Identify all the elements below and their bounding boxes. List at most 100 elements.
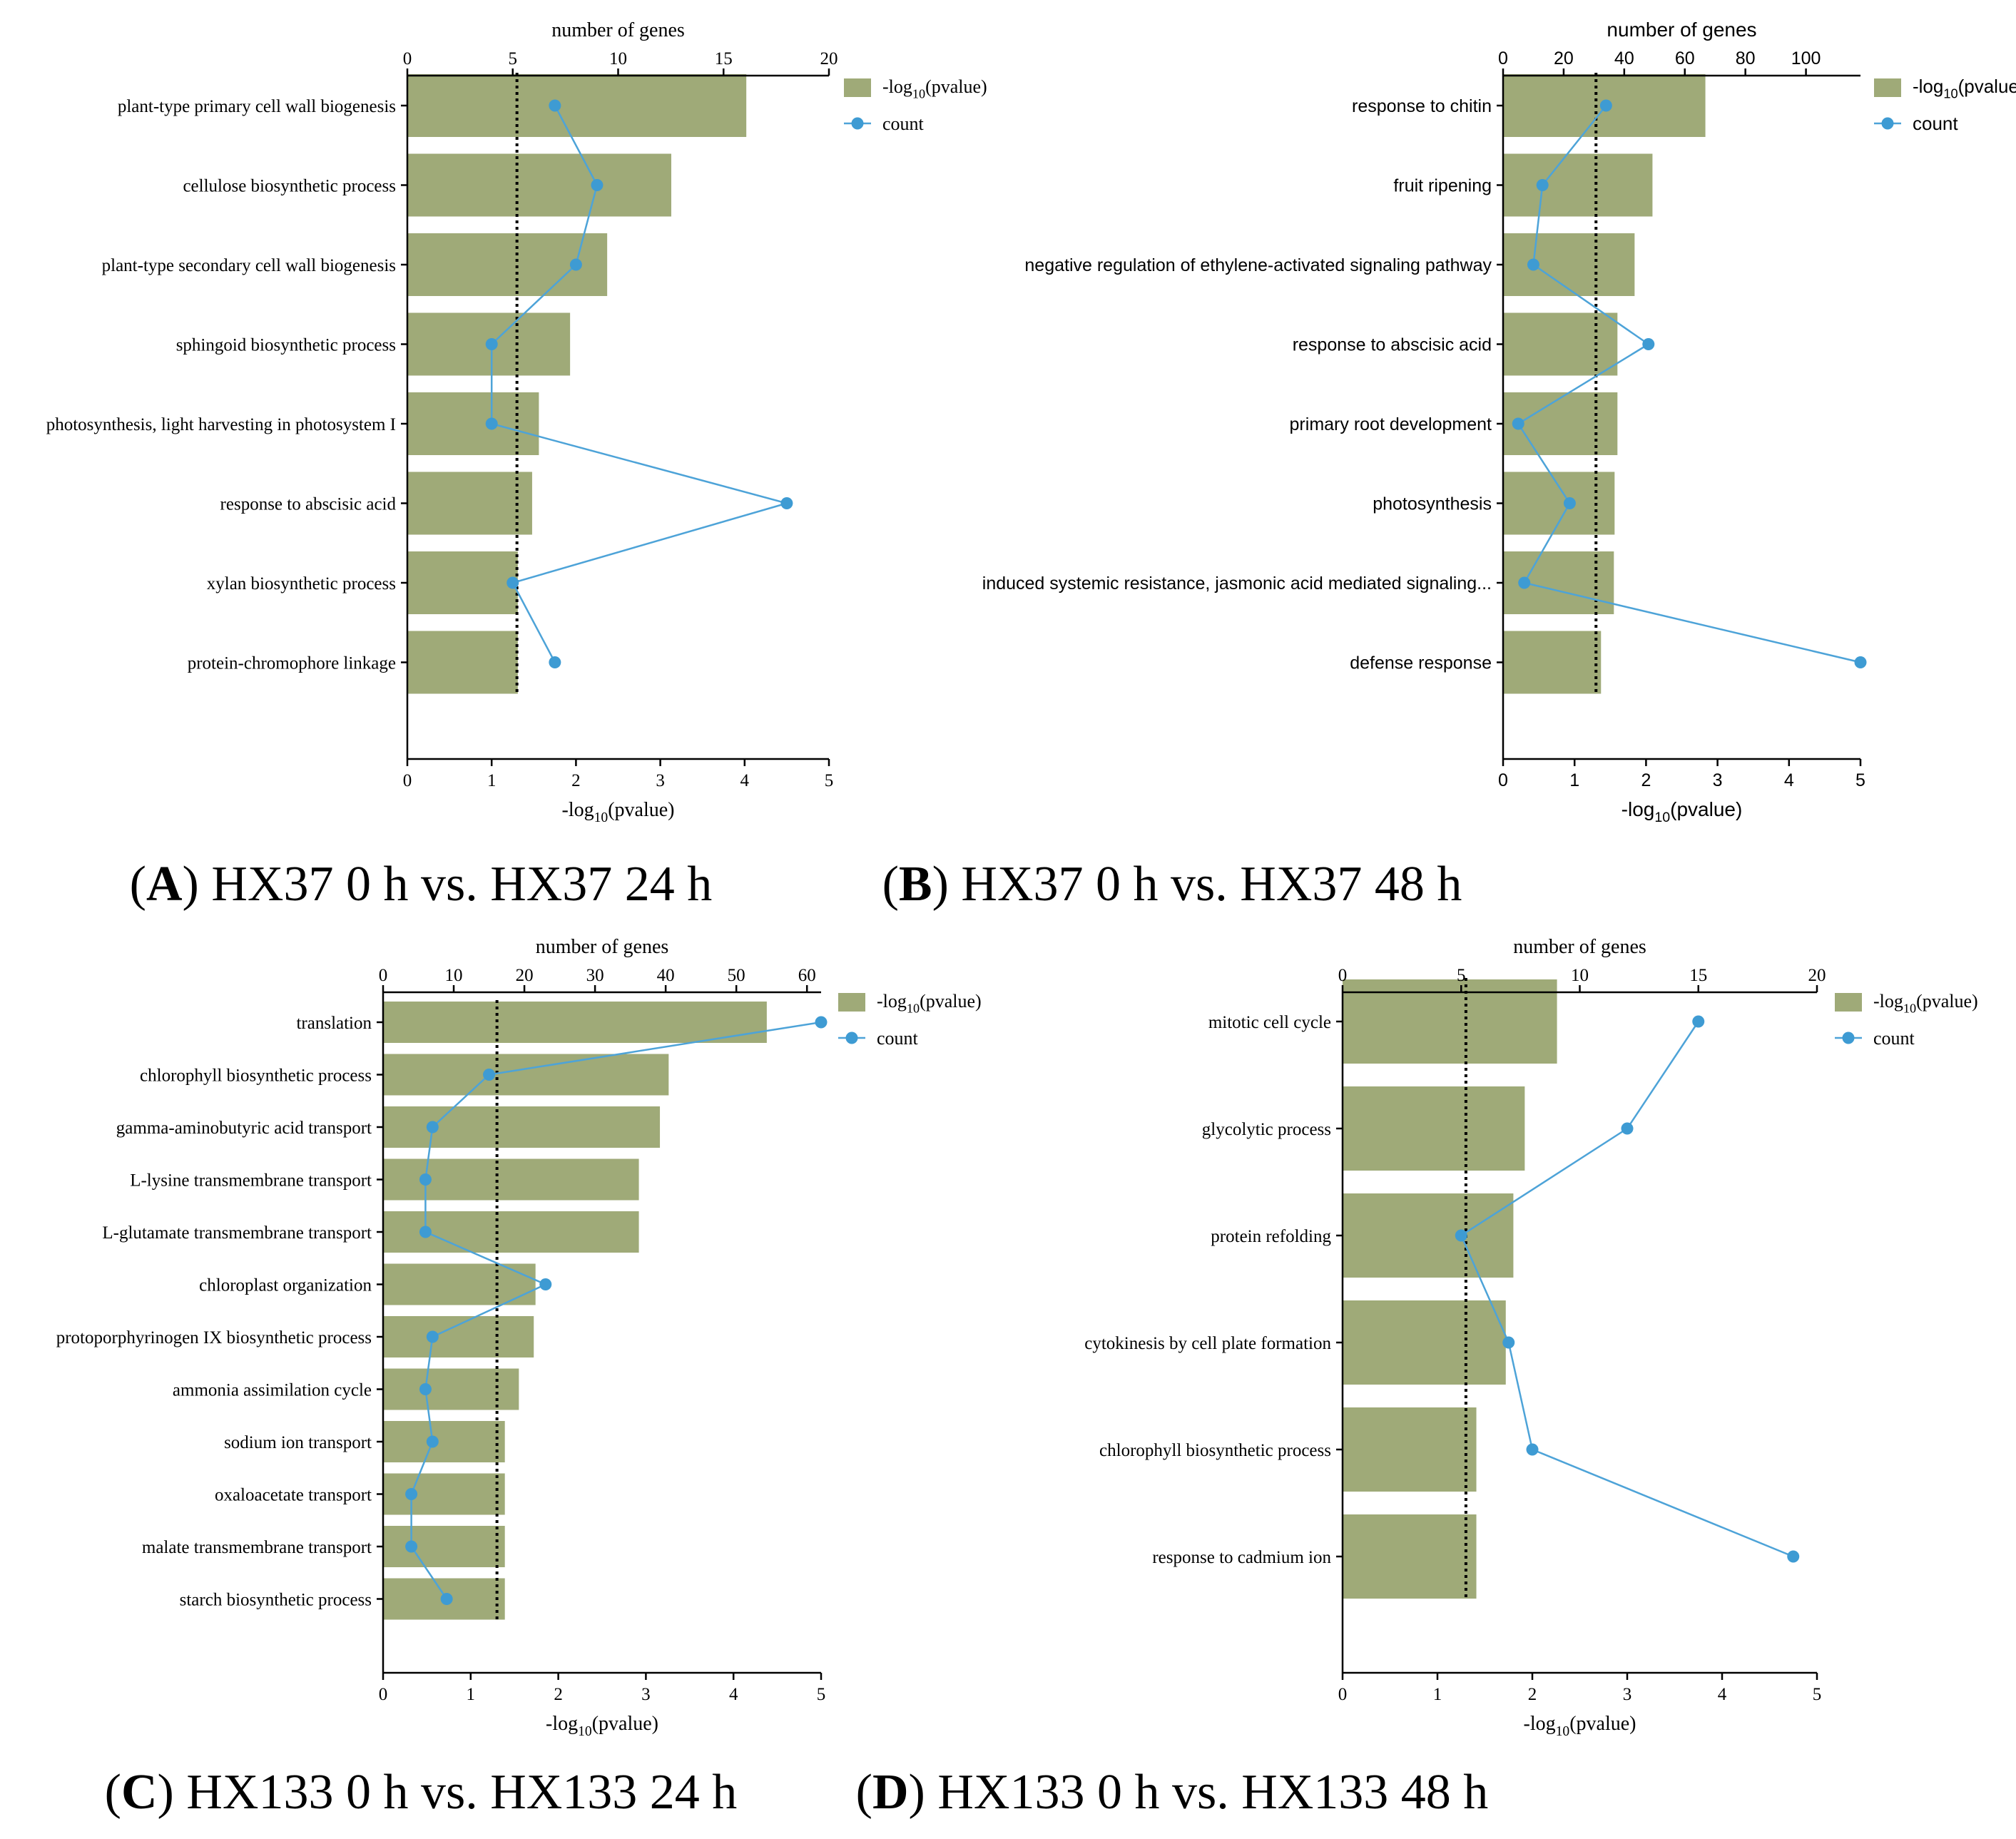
top-tick-label-20: 20: [516, 966, 534, 985]
top-tick-label-15: 15: [1689, 966, 1707, 985]
top-tick-label-60: 60: [1675, 49, 1695, 68]
category-label-5: photosynthesis, light harvesting in phot…: [46, 415, 396, 434]
bar-1: [1343, 979, 1557, 1064]
category-label-3: gamma-aminobutyric acid transport: [116, 1119, 372, 1138]
count-line: [1517, 105, 1861, 663]
category-label-2: fruit ripening: [1393, 176, 1492, 196]
count-point-1: [1599, 99, 1612, 112]
category-label-6: response to cadmium ion: [1152, 1548, 1331, 1567]
legend-pvalue-label-suffix: (pvalue): [1958, 76, 2016, 97]
caption-open-paren: (: [856, 1765, 872, 1820]
category-label-2: glycolytic process: [1202, 1120, 1331, 1139]
top-tick-label-0: 0: [1498, 49, 1508, 68]
legend-pvalue-label-sub: 10: [912, 86, 925, 101]
bottom-axis-title: -log10(pvalue): [1524, 1713, 1636, 1739]
category-label-3: protein refolding: [1211, 1227, 1331, 1246]
bar-7: [407, 551, 518, 614]
count-line: [1460, 1021, 1794, 1558]
top-tick-label-10: 10: [445, 966, 463, 985]
legend-pvalue-label-prefix: -log: [877, 991, 907, 1012]
caption-open-paren: (: [882, 857, 899, 912]
top-tick-label-10: 10: [609, 49, 627, 68]
legend-bar-swatch: [1835, 993, 1862, 1012]
legend-pvalue-label-sub: 10: [1943, 86, 1958, 101]
count-line: [490, 105, 790, 663]
category-label-11: malate transmembrane transport: [142, 1538, 372, 1557]
count-point-8: [549, 656, 561, 668]
legend-pvalue-label: -log10(pvalue): [877, 991, 982, 1015]
category-label-1: plant-type primary cell wall biogenesis: [118, 97, 396, 116]
count-point-4: [1502, 1336, 1515, 1349]
top-tick-label-20: 20: [820, 49, 838, 68]
top-tick-label-0: 0: [403, 49, 412, 68]
bar-2: [1503, 153, 1653, 217]
category-label-8: protein-chromophore linkage: [188, 654, 396, 673]
caption-panel-letter: C: [121, 1765, 158, 1820]
count-point-5: [1526, 1443, 1539, 1456]
bottom-tick-label-5: 5: [817, 1685, 826, 1704]
count-point-2: [1621, 1122, 1634, 1135]
count-point-3: [1527, 258, 1539, 271]
count-point-7: [506, 576, 519, 589]
category-label-1: response to chitin: [1352, 96, 1492, 116]
caption-c: (C) HX133 0 h vs. HX133 24 h: [105, 1765, 738, 1820]
caption-panel-letter: B: [899, 857, 932, 912]
category-label-2: cellulose biosynthetic process: [183, 177, 396, 196]
legend-count-label: count: [1913, 113, 1958, 134]
legend-count-point: [851, 117, 864, 130]
bottom-tick-label-3: 3: [641, 1685, 651, 1704]
legend-count-point: [1881, 117, 1894, 130]
category-label-2: chlorophyll biosynthetic process: [140, 1066, 372, 1086]
caption-text: ) HX37 0 h vs. HX37 48 h: [932, 857, 1462, 912]
bottom-tick-label-1: 1: [467, 1685, 476, 1704]
bar-2: [1343, 1086, 1525, 1171]
count-point-3: [1455, 1229, 1467, 1242]
bar-5: [407, 392, 539, 455]
top-tick-label-0: 0: [1338, 966, 1348, 985]
top-tick-label-15: 15: [715, 49, 733, 68]
bar-6: [407, 472, 532, 535]
bar-5: [1343, 1407, 1477, 1492]
count-point-10: [405, 1488, 418, 1500]
count-point-1: [815, 1016, 828, 1029]
bottom-tick-label-4: 4: [1718, 1685, 1727, 1704]
top-tick-label-60: 60: [798, 966, 816, 985]
bar-1: [383, 1002, 767, 1043]
top-tick-label-10: 10: [1571, 966, 1589, 985]
count-point-8: [419, 1383, 432, 1395]
category-label-6: chloroplast organization: [199, 1276, 372, 1295]
count-point-11: [405, 1540, 418, 1553]
bar-11: [383, 1526, 505, 1567]
bottom-axis-title-suffix: (pvalue): [1569, 1713, 1636, 1735]
bottom-tick-label-2: 2: [1641, 770, 1651, 790]
bottom-axis-title-sub: 10: [1654, 810, 1670, 825]
count-point-2: [591, 179, 604, 191]
top-axis-title: number of genes: [551, 19, 685, 41]
caption-panel-letter: A: [146, 857, 183, 912]
legend: -log10(pvalue)count: [1874, 76, 2016, 134]
count-point-6: [1787, 1550, 1800, 1563]
legend: -log10(pvalue)count: [1835, 991, 1978, 1049]
legend-pvalue-label: -log10(pvalue): [1913, 76, 2016, 101]
bottom-tick-label-0: 0: [379, 1685, 388, 1704]
panel-c: 0 1 2 3 4 50 10 20 30 40 50 60translationchlorophyl…: [56, 936, 982, 1739]
category-label-4: sphingoid biosynthetic process: [176, 336, 396, 355]
category-label-9: sodium ion transport: [224, 1433, 372, 1452]
bottom-tick-label-4: 4: [740, 771, 750, 790]
bottom-tick-label-1: 1: [1569, 770, 1579, 790]
legend-pvalue-label: -log10(pvalue): [1873, 991, 1978, 1015]
bar-9: [383, 1421, 505, 1462]
category-label-12: starch biosynthetic process: [180, 1591, 372, 1610]
bar-6: [383, 1263, 536, 1305]
top-axis-title: number of genes: [1513, 936, 1646, 958]
count-point-9: [426, 1435, 439, 1448]
legend-pvalue-label-suffix: (pvalue): [925, 76, 987, 97]
bottom-tick-label-0: 0: [1498, 770, 1508, 790]
top-axis-title: number of genes: [1607, 19, 1756, 41]
bottom-tick-label-5: 5: [825, 771, 834, 790]
bar-2: [383, 1054, 669, 1096]
bottom-tick-label-5: 5: [1813, 1685, 1822, 1704]
bottom-axis-title-suffix: (pvalue): [592, 1713, 658, 1735]
legend-pvalue-label-prefix: -log: [1913, 76, 1943, 97]
category-label-3: plant-type secondary cell wall biogenesi…: [102, 256, 396, 275]
